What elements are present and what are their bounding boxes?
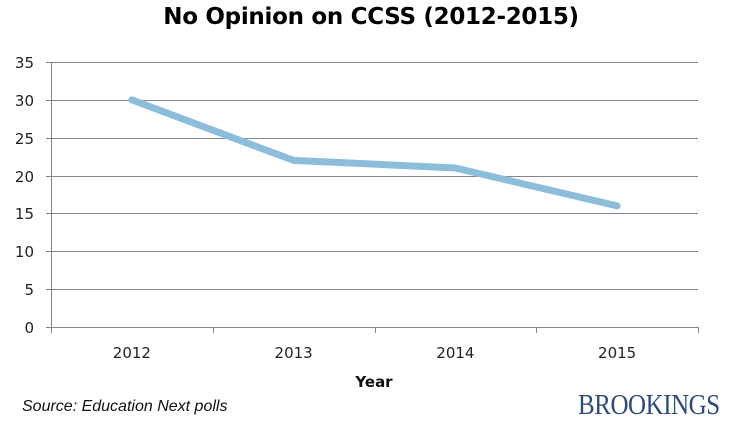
x-tick-label: 2014	[436, 344, 474, 362]
brookings-logo: BROOKINGS	[578, 389, 720, 421]
y-tick-label: 25	[15, 130, 34, 148]
gridlines	[46, 62, 698, 290]
chart-title: No Opinion on CCSS (2012-2015)	[163, 4, 579, 30]
x-axis-title: Year	[355, 373, 393, 391]
x-tick-label: 2013	[275, 344, 313, 362]
y-tick-label: 0	[24, 319, 34, 337]
series-line-0	[128, 96, 621, 210]
axes	[46, 62, 699, 333]
y-tick-label: 10	[15, 243, 34, 261]
y-tick-label: 5	[24, 281, 34, 299]
y-tick-label: 15	[15, 205, 34, 223]
y-tick-label: 30	[15, 92, 34, 110]
y-tick-labels: 0 5 10 15 20 25 30 35	[15, 54, 34, 337]
y-tick-label: 35	[15, 54, 34, 72]
x-tick-labels: 2012 2013 2014 2015	[113, 344, 636, 362]
source-note: Source: Education Next polls	[22, 398, 228, 415]
x-tick-label: 2012	[113, 344, 151, 362]
series-layer	[128, 96, 621, 210]
y-tick-label: 20	[15, 168, 34, 186]
x-tick-label: 2015	[598, 344, 636, 362]
